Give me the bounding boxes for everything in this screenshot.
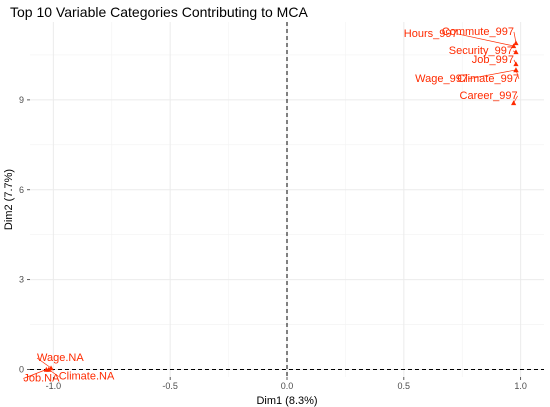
point-label: Security_997 xyxy=(449,45,513,57)
x-axis-title: Dim1 (8.3%) xyxy=(256,395,317,407)
x-tick-label: 1.0 xyxy=(514,381,527,391)
label-leader xyxy=(23,369,47,379)
point-label: Job_997 xyxy=(472,54,514,66)
point-label: Wage.NA xyxy=(37,352,84,364)
y-axis-title: Dim2 (7.7%) xyxy=(3,169,15,230)
point-marker xyxy=(513,49,519,55)
y-tick-label: 0 xyxy=(19,365,24,375)
point-marker xyxy=(513,67,519,73)
point-label: Commute_997 xyxy=(442,26,514,38)
label-leader xyxy=(457,33,514,47)
point-marker xyxy=(513,40,519,46)
point-label: Climate.NA xyxy=(59,371,115,383)
point-label: Climate_997 xyxy=(457,73,519,85)
reference-lines xyxy=(30,22,544,377)
point-label: Job.NA xyxy=(23,373,60,385)
x-tick-label: 0.0 xyxy=(281,381,294,391)
point-marker xyxy=(511,43,517,49)
x-tick-label: 0.5 xyxy=(398,381,411,391)
y-tick-label: 3 xyxy=(19,275,24,285)
label-leader xyxy=(36,357,52,369)
point-marker xyxy=(511,100,517,106)
axes: -1.0 -0.5 0.0 0.5 1.0 0 3 6 9 xyxy=(19,95,527,391)
point-label: Hours_997 xyxy=(404,28,458,40)
x-tick-label: -0.5 xyxy=(162,381,178,391)
y-tick-label: 6 xyxy=(19,185,24,195)
point-label: Career_997 xyxy=(460,90,518,102)
point-label: Wage_997 xyxy=(415,73,468,85)
point-marker xyxy=(513,61,519,67)
point-marker xyxy=(46,366,52,372)
x-tick-label: -1.0 xyxy=(46,381,62,391)
label-leader xyxy=(467,69,517,80)
y-tick-label: 9 xyxy=(19,95,24,105)
chart-title: Top 10 Variable Categories Contributing … xyxy=(10,4,308,20)
